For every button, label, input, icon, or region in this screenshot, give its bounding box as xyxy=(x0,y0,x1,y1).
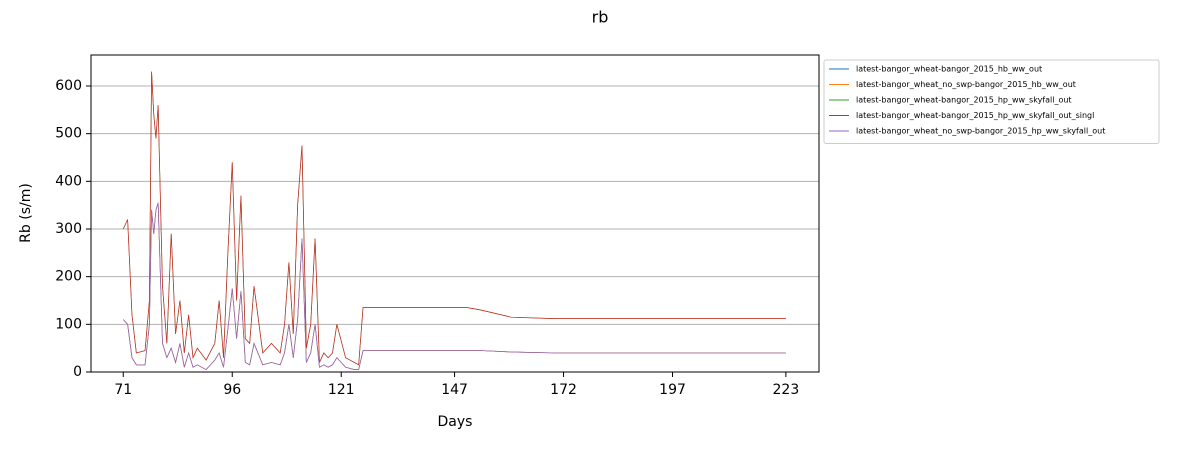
plot-frame xyxy=(90,54,820,373)
x-tick-label: 172 xyxy=(550,382,577,398)
legend-label: latest-bangor_wheat_no_swp-bangor_2015_h… xyxy=(856,127,1105,136)
x-tick-label: 96 xyxy=(223,382,241,398)
x-tick-label: 223 xyxy=(773,382,800,398)
legend-label: latest-bangor_wheat-bangor_2015_hp_ww_sk… xyxy=(856,111,1094,120)
y-tick-label: 400 xyxy=(55,173,82,189)
y-tick-label: 500 xyxy=(55,126,82,142)
x-tick-label: 121 xyxy=(328,382,355,398)
x-axis-label: Days xyxy=(438,414,473,430)
series-line xyxy=(122,71,786,366)
legend-label: latest-bangor_wheat_no_swp-bangor_2015_h… xyxy=(856,80,1076,89)
series-line xyxy=(122,71,786,366)
x-tick-label: 71 xyxy=(114,382,132,398)
y-tick-label: 100 xyxy=(55,316,82,332)
legend-label: latest-bangor_wheat-bangor_2015_hb_ww_ou… xyxy=(856,65,1042,74)
y-tick-label: 600 xyxy=(55,78,82,94)
x-tick-label: 147 xyxy=(441,382,468,398)
x-tick-label: 197 xyxy=(659,382,686,398)
y-tick-label: 200 xyxy=(55,269,82,285)
legend: latest-bangor_wheat-bangor_2015_hb_ww_ou… xyxy=(823,59,1160,144)
y-tick-label: 0 xyxy=(73,364,82,380)
series-line xyxy=(123,202,786,371)
y-axis-label: Rb (s/m) xyxy=(18,183,34,243)
legend-label: latest-bangor_wheat-bangor_2015_hp_ww_sk… xyxy=(856,96,1072,105)
legend-frame xyxy=(823,59,1160,144)
chart-title: rb xyxy=(592,8,609,27)
y-tick-label: 300 xyxy=(55,221,82,237)
